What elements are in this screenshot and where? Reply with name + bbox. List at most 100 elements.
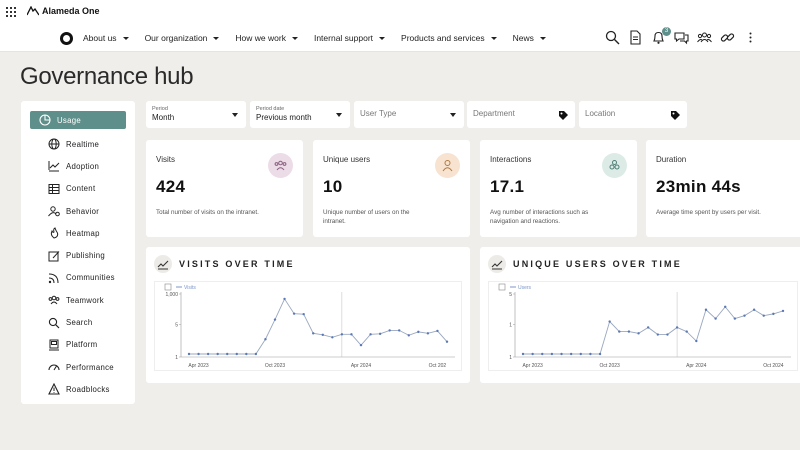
nav-item-how-we-work[interactable]: How we work (235, 33, 298, 43)
bell-icon[interactable]: 3 (651, 27, 671, 45)
data-point[interactable] (283, 297, 286, 301)
nav-item-internal-support[interactable]: Internal support (314, 33, 386, 43)
nav-item-our-organization[interactable]: Our organization (145, 33, 220, 43)
period-filter[interactable]: Period Month (146, 101, 246, 128)
sidebar-item-communities[interactable]: Communities (30, 267, 126, 289)
data-point[interactable] (743, 314, 746, 317)
sidebar-item-content[interactable]: Content (30, 178, 126, 200)
app-launcher-icon[interactable] (6, 7, 16, 17)
visits-chart[interactable]: Visits 1,000 5 1 Apr 2023 Oct 2023 Apr 2024 Oct… (154, 281, 462, 371)
data-point[interactable] (598, 352, 602, 356)
data-point[interactable] (560, 352, 563, 356)
sidebar-item-platform[interactable]: Platform (30, 334, 126, 356)
data-point[interactable] (521, 352, 525, 356)
nav-item-news[interactable]: News (513, 33, 546, 43)
data-point[interactable] (226, 352, 229, 356)
user-type-filter[interactable]: User Type (354, 101, 464, 128)
data-point[interactable] (254, 352, 258, 356)
data-point[interactable] (264, 338, 267, 341)
data-point[interactable] (312, 332, 315, 335)
data-point[interactable] (369, 333, 372, 336)
data-point[interactable] (637, 332, 640, 335)
legend-box[interactable] (498, 283, 506, 291)
data-point[interactable] (569, 352, 573, 356)
data-point[interactable] (359, 343, 363, 347)
department-placeholder: Department (473, 109, 515, 118)
data-point[interactable] (695, 339, 698, 343)
data-point[interactable] (398, 329, 401, 332)
sidebar-item-publishing[interactable]: Publishing (30, 244, 126, 266)
data-point[interactable] (550, 352, 554, 356)
data-point[interactable] (752, 308, 756, 311)
data-point[interactable] (579, 352, 582, 356)
data-point[interactable] (714, 317, 717, 320)
data-point[interactable] (656, 333, 660, 336)
period-date-filter[interactable]: Period date Previous month (250, 101, 350, 128)
sidebar-item-search[interactable]: Search (30, 311, 126, 333)
document-icon[interactable] (628, 30, 643, 45)
data-point[interactable] (618, 330, 621, 333)
legend-box[interactable] (164, 283, 172, 291)
location-filter[interactable]: Location (579, 101, 687, 128)
data-point[interactable] (216, 352, 219, 356)
data-point[interactable] (724, 305, 727, 308)
data-point[interactable] (407, 334, 410, 337)
data-point[interactable] (772, 312, 775, 316)
data-point[interactable] (781, 309, 785, 313)
sidebar-item-adoption[interactable]: Adoption (30, 155, 126, 177)
data-point[interactable] (436, 329, 439, 333)
data-point[interactable] (206, 352, 210, 356)
sidebar-item-behavior[interactable]: Behavior (30, 200, 126, 222)
chevron-down-icon (122, 36, 129, 40)
data-point[interactable] (302, 312, 305, 316)
visits-icon (268, 153, 293, 178)
data-point[interactable] (235, 352, 238, 356)
link-icon[interactable] (720, 30, 735, 45)
more-vertical-icon[interactable] (743, 30, 758, 45)
home-logo-icon[interactable] (60, 32, 73, 45)
brand-logo[interactable]: Alameda One (27, 6, 100, 16)
nav-item-products-and-services[interactable]: Products and services (401, 33, 497, 43)
data-point[interactable] (245, 352, 248, 356)
nav-item-about-us[interactable]: About us (83, 33, 129, 43)
data-point[interactable] (273, 318, 277, 321)
people-icon[interactable] (697, 30, 712, 45)
data-point[interactable] (378, 332, 382, 336)
chat-icon[interactable] (674, 30, 689, 45)
data-point[interactable] (646, 326, 650, 329)
data-point[interactable] (675, 326, 679, 329)
data-point[interactable] (608, 320, 611, 323)
data-point[interactable] (426, 332, 430, 335)
users-chart[interactable]: Users 5 1 1 Apr 2023 Oct 2023 Apr 2024 Oct 2024 (488, 281, 798, 371)
data-point[interactable] (388, 329, 391, 332)
data-point[interactable] (417, 330, 420, 334)
search-icon[interactable] (605, 30, 620, 45)
data-point[interactable] (197, 352, 200, 356)
sidebar-item-roadblocks[interactable]: Roadblocks (30, 378, 126, 400)
data-point[interactable] (627, 330, 631, 333)
sidebar-item-usage[interactable]: Usage (30, 111, 126, 129)
data-point[interactable] (340, 333, 344, 336)
data-point[interactable] (321, 333, 324, 337)
data-point[interactable] (762, 314, 765, 317)
period-date-filter-value: Previous month (256, 113, 312, 122)
data-point[interactable] (187, 352, 191, 356)
sidebar-item-realtime[interactable]: Realtime (30, 133, 126, 155)
data-point[interactable] (733, 317, 737, 320)
data-point[interactable] (685, 330, 688, 333)
data-point[interactable] (541, 352, 544, 356)
data-point[interactable] (292, 312, 296, 315)
kpi-value: 10 (323, 177, 343, 196)
data-point[interactable] (589, 352, 592, 356)
data-point[interactable] (445, 340, 449, 343)
department-filter[interactable]: Department (467, 101, 575, 128)
data-point[interactable] (331, 336, 334, 339)
sidebar-item-heatmap[interactable]: Heatmap (30, 222, 126, 244)
data-point[interactable] (666, 333, 669, 336)
sidebar-item-teamwork[interactable]: Teamwork (30, 289, 126, 311)
data-point[interactable] (704, 308, 708, 311)
sidebar-item-performance[interactable]: Performance (30, 356, 126, 378)
data-point[interactable] (350, 333, 353, 336)
interactions-icon (602, 153, 627, 178)
data-point[interactable] (531, 352, 534, 356)
